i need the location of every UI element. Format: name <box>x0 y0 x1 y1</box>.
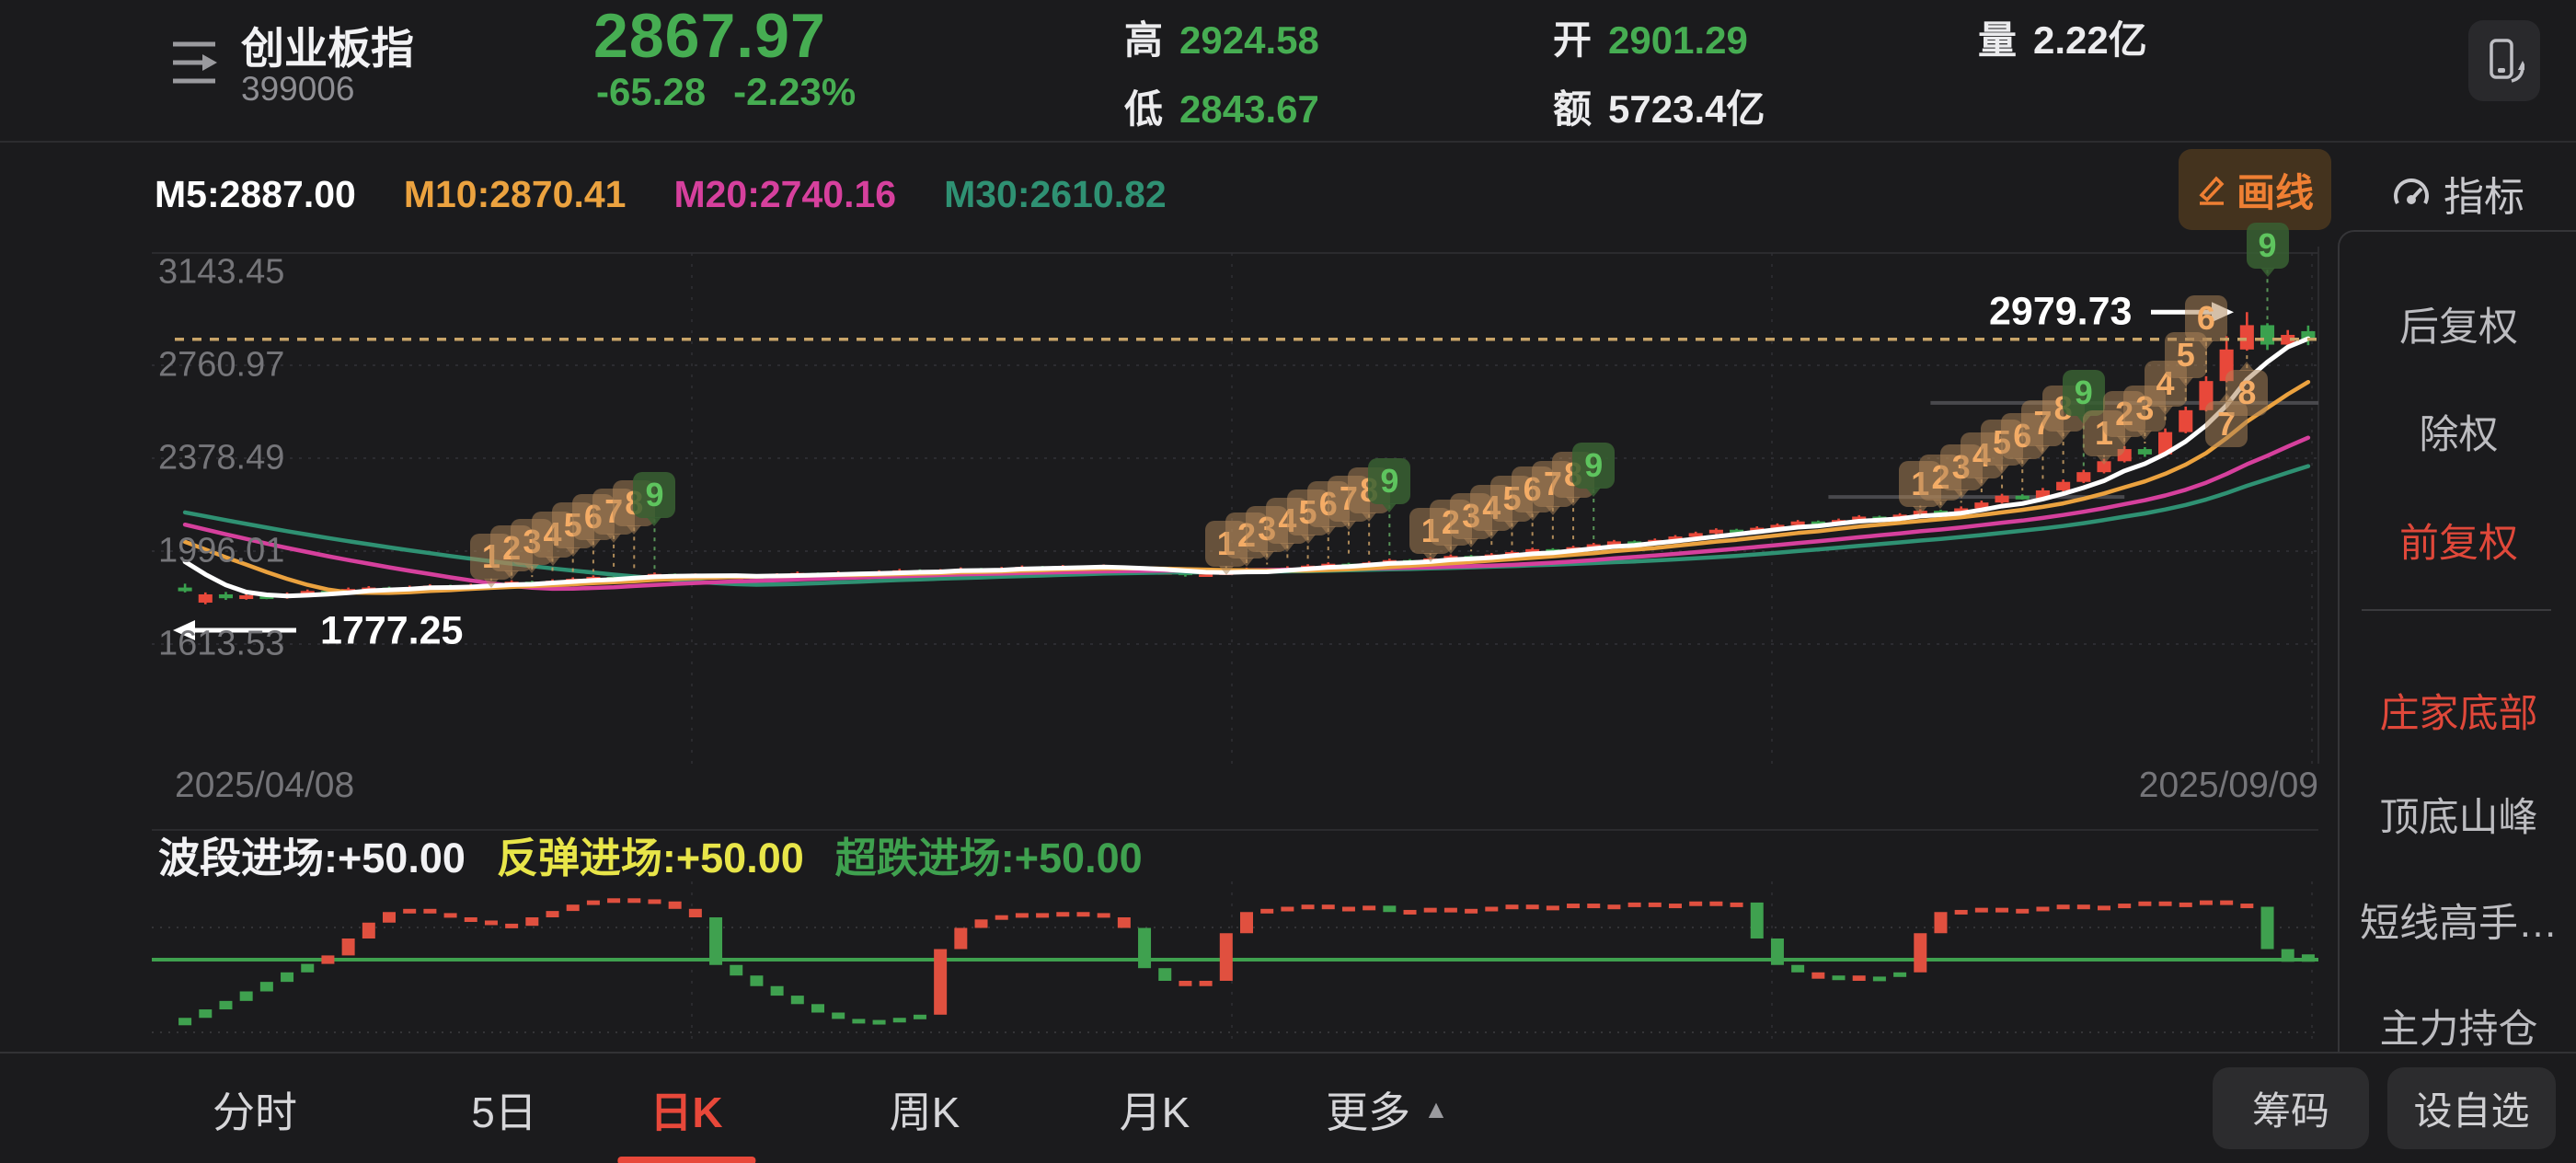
stat-低: 低 2843.67 <box>1124 78 1319 134</box>
stock-name: 创业板指 <box>241 24 414 73</box>
sub-indicator-item: 反弹进场:+50.00 <box>496 835 804 881</box>
stat-label: 量 <box>1978 18 2018 62</box>
rotate-phone-icon <box>2490 39 2524 83</box>
draw-line-button[interactable]: 画线 <box>2179 149 2331 230</box>
stat-额: 额 5723.4亿 <box>1553 78 1765 134</box>
stat-高: 高 2924.58 <box>1124 9 1319 65</box>
ma-legend-item: M10:2870.41 <box>403 173 627 215</box>
tab-label: 5日 <box>471 1088 537 1136</box>
indicator-option-1[interactable]: 庄家底部 <box>2379 692 2538 736</box>
gauge-icon <box>2394 178 2429 204</box>
stat-value: 2.22亿 <box>2033 18 2147 62</box>
tab-label: 月K <box>1119 1088 1190 1136</box>
period-tab-bar: 分时 5日 日K 周K 月K 更多 ▲ <box>0 1052 2576 1163</box>
tab-label: 分时 <box>213 1088 297 1136</box>
indicator-option-4[interactable]: 主力持仓 <box>2379 1008 2538 1052</box>
stat-量: 量 2.22亿 <box>1978 9 2147 65</box>
tab-更多[interactable]: 更多 ▲ <box>1326 1054 1449 1163</box>
change-value: -65.28 <box>596 70 707 113</box>
stat-value: 2901.29 <box>1608 18 1748 62</box>
draw-line-label: 画线 <box>2236 170 2314 214</box>
tab-label: 更多 <box>1326 1088 1411 1136</box>
chips-button[interactable]: 筹码 <box>2213 1067 2369 1149</box>
tab-5日[interactable]: 5日 <box>471 1054 537 1163</box>
add-watchlist-button[interactable]: 设自选 <box>2387 1067 2556 1149</box>
stat-label: 开 <box>1553 18 1593 62</box>
tab-周K[interactable]: 周K <box>890 1054 960 1163</box>
stock-code: 399006 <box>241 70 355 108</box>
caret-up-icon: ▲ <box>1423 1094 1449 1123</box>
tab-日K[interactable]: 日K <box>650 1054 722 1163</box>
stat-label: 低 <box>1124 87 1164 131</box>
stat-column: 量 2.22亿 <box>1978 9 2147 65</box>
indicator-option-2[interactable]: 顶底山峰 <box>2379 796 2538 840</box>
back-to-list-icon[interactable] <box>167 33 223 90</box>
stat-column: 开 2901.29 额 5723.4亿 <box>1553 9 1765 134</box>
stat-value: 2924.58 <box>1179 18 1319 62</box>
sub-indicator-legend: 波段进场:+50.00 反弹进场:+50.00 超跌进场:+50.00 <box>158 824 1143 884</box>
stat-value: 5723.4亿 <box>1608 87 1765 131</box>
stat-开: 开 2901.29 <box>1553 9 1765 65</box>
change-percent: -2.23% <box>733 70 857 113</box>
adjust-option-1[interactable]: 后复权 <box>2399 305 2518 350</box>
tab-label: 周K <box>889 1088 960 1136</box>
ma-legend-item: M30:2610.82 <box>944 173 1167 215</box>
pencil-icon <box>2199 176 2225 205</box>
indicator-button[interactable]: 指标 <box>2390 164 2524 223</box>
tab-label: 日K <box>650 1088 723 1136</box>
rotate-screen-button[interactable] <box>2468 20 2540 101</box>
ma-legend: M5:2887.00 M10:2870.41 M20:2740.16 M30:2610… <box>155 173 1167 216</box>
ma-legend-item: M5:2887.00 <box>155 173 356 215</box>
ma-legend-item: M20:2740.16 <box>673 173 897 215</box>
sub-indicator-item: 波段进场:+50.00 <box>158 835 466 881</box>
tab-分时[interactable]: 分时 <box>213 1054 297 1163</box>
indicator-label: 指标 <box>2444 175 2524 220</box>
stat-label: 高 <box>1124 18 1164 62</box>
side-panel-divider <box>2362 609 2551 611</box>
sub-indicator-item: 超跌进场:+50.00 <box>834 835 1143 881</box>
last-price: 2867.97 <box>593 1 826 71</box>
stat-label: 额 <box>1553 87 1593 131</box>
adjust-option-3[interactable]: 前复权 <box>2399 522 2518 566</box>
tab-月K[interactable]: 月K <box>1120 1054 1190 1163</box>
adjust-option-2[interactable]: 除权 <box>2419 413 2499 457</box>
stat-column: 高 2924.58 低 2843.67 <box>1124 9 1319 134</box>
indicator-side-panel: 后复权除权前复权庄家底部顶底山峰短线高手… 主力持仓 <box>2338 230 2576 1054</box>
top-bar: 创业板指 399006 2867.97 -65.28 -2.23% 高 2924.5… <box>0 0 2576 141</box>
price-change: -65.28 -2.23% <box>596 70 883 114</box>
stat-value: 2843.67 <box>1179 87 1319 131</box>
top-divider <box>0 141 2576 143</box>
indicator-option-3[interactable]: 短线高手… <box>2360 902 2558 946</box>
